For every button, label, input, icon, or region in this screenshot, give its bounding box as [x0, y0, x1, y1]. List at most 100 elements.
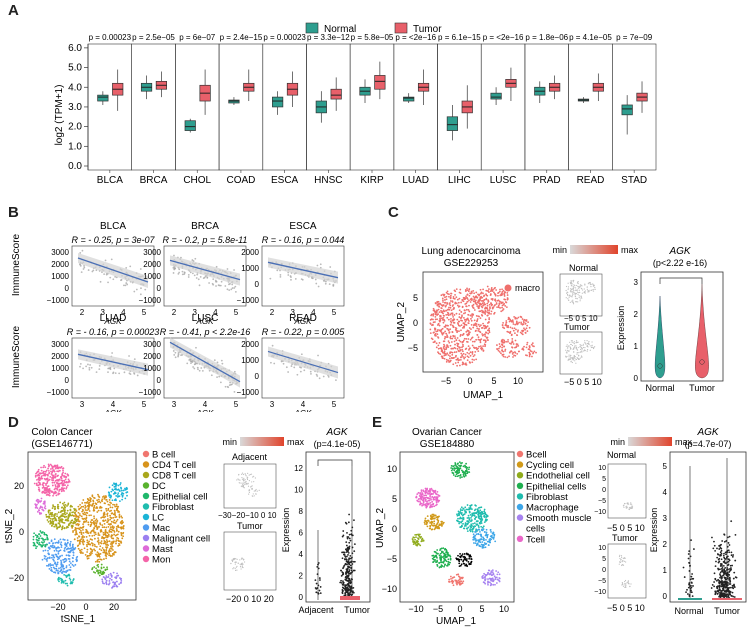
c-cell	[457, 305, 460, 308]
c-cell	[460, 324, 463, 327]
c-cell	[433, 331, 435, 334]
d-cell	[42, 549, 45, 552]
c-cell	[449, 355, 451, 358]
b-point	[234, 290, 237, 293]
d-violin-point	[353, 550, 356, 553]
a-pvalue: p = 2.4e−15	[220, 33, 263, 42]
d-cell	[93, 506, 96, 509]
e-cell	[470, 508, 473, 511]
d-violin-point	[339, 581, 342, 584]
d-cell	[73, 538, 76, 541]
d-cell	[107, 583, 110, 586]
c-small-cell	[572, 286, 574, 288]
e-cell	[432, 502, 435, 505]
c-small-cell	[570, 282, 572, 284]
d-cell	[47, 549, 49, 552]
e-cell	[438, 515, 440, 518]
d-cell	[118, 511, 121, 513]
c-cell	[446, 316, 449, 319]
d-cell	[60, 565, 63, 568]
d-cell	[87, 557, 90, 560]
c-small-cell	[567, 282, 569, 284]
c-cell	[463, 316, 465, 319]
c-cell	[466, 298, 469, 300]
c-cell	[526, 330, 529, 332]
e-cell	[466, 504, 469, 506]
d-cell	[112, 581, 115, 584]
d-cell	[118, 515, 121, 517]
b-point	[90, 366, 93, 369]
c-cell	[511, 319, 514, 322]
c-cell	[471, 361, 474, 364]
d-violin-point	[346, 563, 348, 566]
c-cell	[450, 341, 453, 343]
c-cell	[485, 289, 488, 292]
d-cell	[71, 527, 74, 529]
c-cell	[449, 294, 452, 297]
d-cell	[38, 543, 40, 546]
c-cell	[435, 346, 438, 349]
d-cell	[102, 531, 105, 534]
c-small-cell	[577, 287, 579, 289]
e-cell	[464, 509, 466, 512]
c-cell	[467, 349, 470, 351]
b-point	[107, 371, 109, 373]
d-cell	[104, 531, 107, 534]
d-cell	[72, 546, 74, 549]
e-cell	[419, 492, 422, 494]
c-cell	[431, 323, 434, 326]
b-plot-stat: R = - 0.16, p = 0.044	[262, 235, 345, 245]
d-cell	[99, 529, 102, 532]
e-umap-frame	[399, 451, 515, 603]
c-cell	[488, 288, 490, 290]
b-plot-stat: R = - 0.41, p < 2.2e-16	[160, 327, 251, 337]
e-cell	[476, 508, 479, 511]
c-cell	[505, 301, 508, 304]
c-cell	[503, 327, 506, 330]
c-cell	[506, 356, 509, 359]
d-cell	[86, 531, 89, 534]
d-cell	[34, 503, 37, 506]
d-cell	[53, 538, 56, 541]
d-small-cell	[241, 557, 244, 559]
d-small-cell	[248, 493, 250, 495]
c-cell	[452, 315, 455, 318]
d-cell	[120, 534, 123, 537]
c-small-cell	[572, 358, 574, 360]
d-cell	[70, 549, 73, 551]
d-cell	[98, 548, 101, 551]
b-point	[178, 271, 181, 274]
d-cell	[101, 496, 104, 498]
c-cell	[457, 324, 460, 327]
d-violin-point	[342, 587, 345, 590]
panel-b-ylabel-bottom: ImmuneScore	[11, 325, 22, 388]
d-cell	[117, 537, 120, 540]
c-cell	[476, 301, 479, 304]
c-small-cell	[572, 303, 575, 305]
c-cell	[460, 301, 463, 304]
b-point	[287, 371, 290, 373]
d-cell	[46, 519, 49, 521]
d-cell	[79, 549, 82, 552]
c-small-cell	[576, 353, 578, 355]
d-cell	[97, 543, 100, 545]
d-cell	[81, 535, 84, 537]
c-cell	[477, 315, 480, 318]
e-cell	[480, 506, 483, 509]
c-cell	[437, 322, 440, 325]
d-cell	[120, 533, 123, 535]
c-small-cell	[573, 343, 575, 345]
d-cell	[47, 469, 50, 472]
e-cell	[417, 498, 420, 500]
d-cell	[57, 467, 60, 470]
c-cell	[464, 311, 467, 314]
c-cell	[456, 304, 459, 307]
d-cell	[36, 470, 39, 473]
c-xtick: 10	[513, 376, 523, 386]
d-legend-label: Epithelial cell	[152, 492, 207, 503]
b-point	[228, 289, 231, 292]
d-cell	[44, 538, 47, 541]
c-cell	[433, 340, 436, 343]
d-cell	[68, 568, 71, 571]
d-cell	[64, 579, 67, 582]
